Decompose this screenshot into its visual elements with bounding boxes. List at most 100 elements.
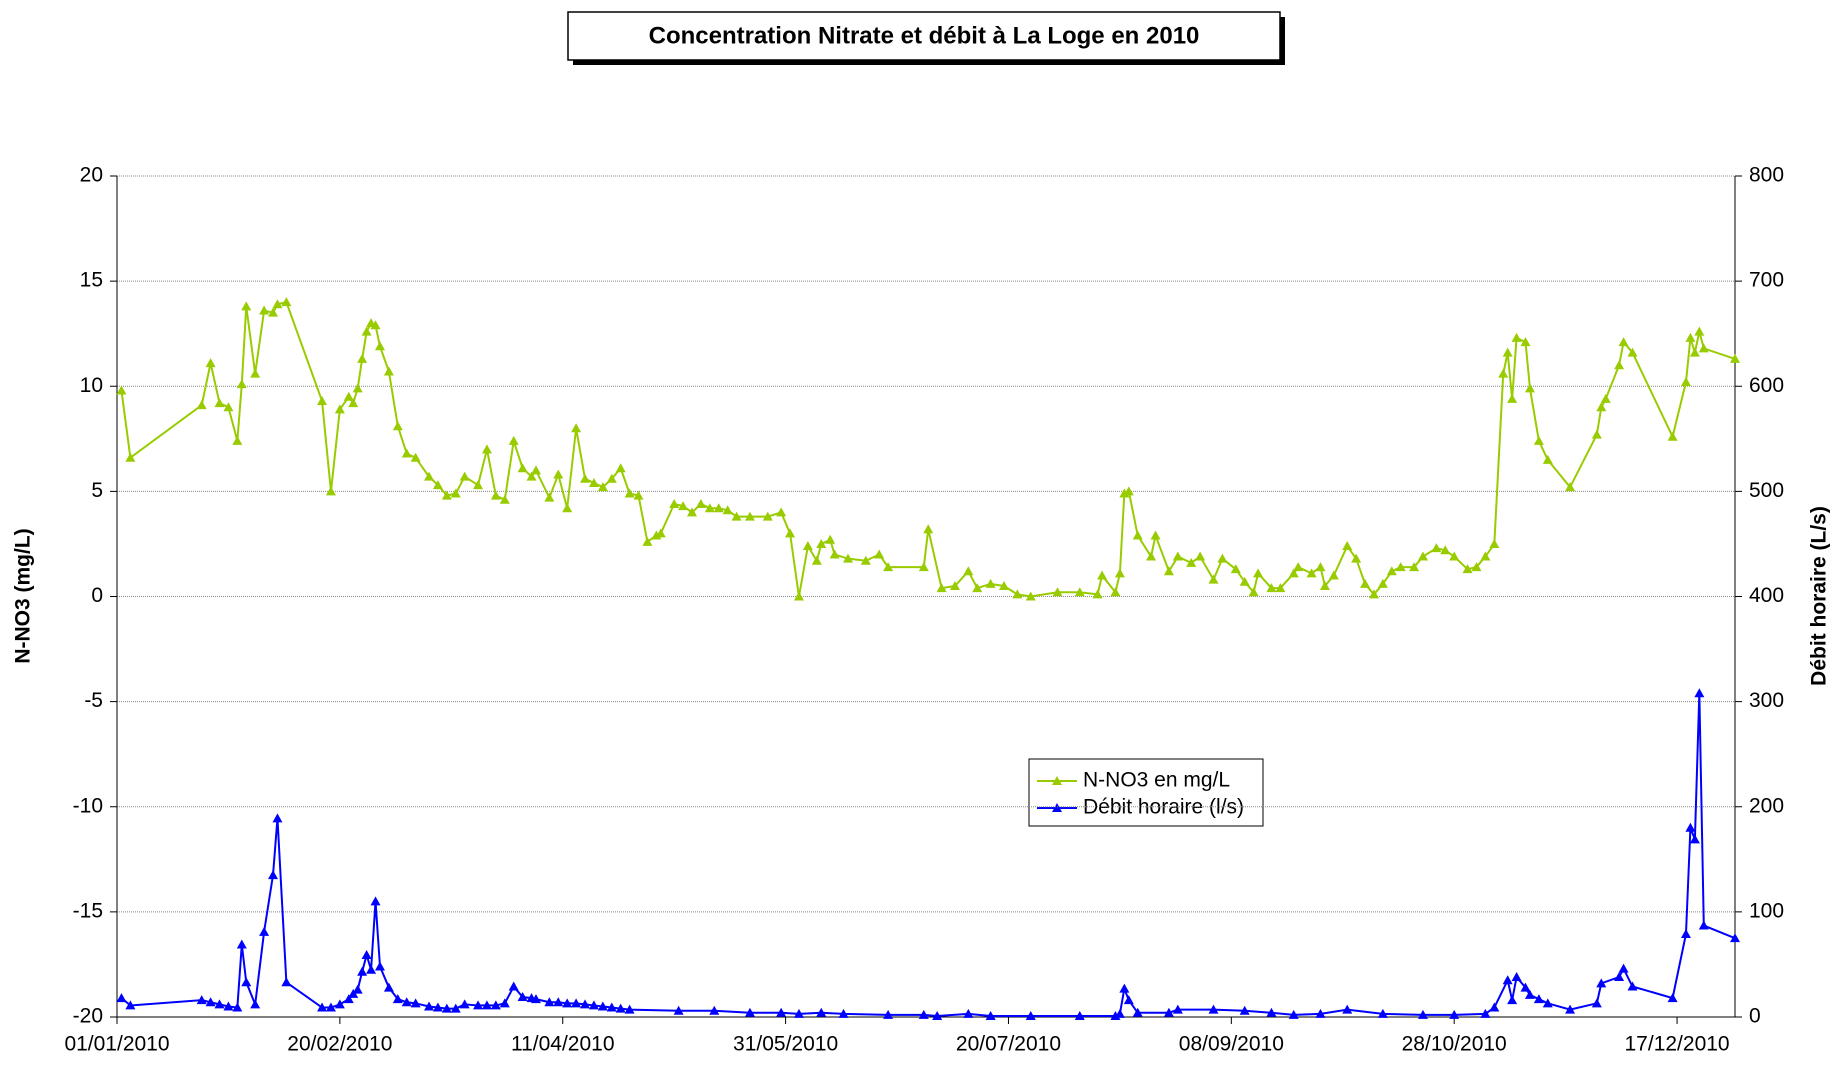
marker (125, 452, 136, 462)
marker (281, 977, 292, 987)
y2-tick-label: 300 (1749, 689, 1784, 712)
y-tick-label: -10 (73, 794, 103, 817)
marker (1591, 998, 1602, 1008)
marker (1524, 383, 1535, 393)
legend-label: N-NO3 en mg/L (1083, 769, 1230, 792)
marker (232, 435, 243, 445)
marker (1275, 583, 1286, 593)
y2-tick-label: 800 (1749, 164, 1784, 187)
marker (860, 555, 871, 565)
marker (317, 395, 328, 405)
marker (1172, 1004, 1183, 1014)
marker (1431, 543, 1442, 553)
marker (963, 1008, 974, 1018)
marker (816, 538, 827, 548)
marker (1730, 353, 1740, 363)
marker (1502, 347, 1513, 357)
x-tick-label: 08/09/2010 (1179, 1033, 1284, 1056)
marker (744, 511, 755, 521)
marker (762, 511, 773, 521)
marker (259, 305, 270, 315)
marker (1315, 562, 1326, 572)
marker (1614, 360, 1625, 370)
marker (580, 999, 591, 1009)
marker (1689, 834, 1700, 844)
marker (1025, 1010, 1036, 1020)
marker (272, 813, 283, 823)
marker (317, 1002, 328, 1012)
marker (816, 1007, 827, 1017)
marker (785, 528, 796, 538)
marker (481, 444, 492, 454)
marker (1288, 1009, 1299, 1019)
marker (1123, 486, 1134, 496)
marker (793, 1008, 804, 1018)
marker (999, 580, 1010, 590)
marker (1395, 562, 1406, 572)
marker (432, 1002, 443, 1012)
marker (250, 999, 261, 1009)
y2-axis-title: Débit horaire (L/s) (1808, 506, 1831, 686)
marker (1440, 545, 1451, 555)
marker (1689, 347, 1700, 357)
marker (1449, 1009, 1460, 1019)
marker (1150, 530, 1161, 540)
marker (963, 566, 974, 576)
marker (1507, 995, 1518, 1005)
marker (1266, 1007, 1277, 1017)
marker (918, 562, 929, 572)
marker (615, 1003, 626, 1013)
marker (499, 494, 510, 504)
marker (825, 534, 836, 544)
y2-tick-label: 700 (1749, 269, 1784, 292)
marker (116, 993, 127, 1003)
marker (1186, 557, 1197, 567)
marker (1591, 429, 1602, 439)
marker (1319, 580, 1330, 590)
marker (1449, 551, 1460, 561)
marker (842, 553, 853, 563)
marker (530, 465, 541, 475)
marker (401, 997, 412, 1007)
marker (250, 368, 261, 378)
marker (1132, 530, 1143, 540)
marker (562, 998, 573, 1008)
marker (214, 999, 225, 1009)
marker (508, 435, 519, 445)
marker (334, 404, 345, 414)
marker (473, 1000, 484, 1010)
marker (1462, 564, 1473, 574)
marker (424, 1001, 435, 1011)
marker (1480, 551, 1491, 561)
y-tick-label: -5 (84, 689, 103, 712)
marker (361, 949, 372, 959)
marker (1360, 578, 1371, 588)
marker (374, 961, 385, 971)
series-line (120, 300, 1736, 598)
marker (1195, 551, 1206, 561)
marker (1680, 377, 1691, 387)
marker (530, 994, 541, 1004)
marker (615, 463, 626, 473)
marker (1417, 1009, 1428, 1019)
marker (517, 992, 528, 1002)
marker (744, 1007, 755, 1017)
marker (1685, 822, 1696, 832)
y-tick-label: 10 (80, 374, 103, 397)
marker (1498, 368, 1509, 378)
marker (281, 297, 292, 307)
marker (383, 982, 394, 992)
marker (348, 398, 359, 408)
marker (1074, 1010, 1085, 1020)
marker (1694, 688, 1705, 698)
y-tick-label: 5 (91, 479, 103, 502)
marker (709, 1005, 720, 1015)
marker (441, 1003, 452, 1013)
y-tick-label: 0 (91, 584, 103, 607)
marker (1074, 587, 1085, 597)
x-tick-label: 20/07/2010 (956, 1033, 1061, 1056)
y2-tick-label: 400 (1749, 584, 1784, 607)
marker (1306, 568, 1317, 578)
marker (1542, 998, 1553, 1008)
marker (1239, 1005, 1250, 1015)
